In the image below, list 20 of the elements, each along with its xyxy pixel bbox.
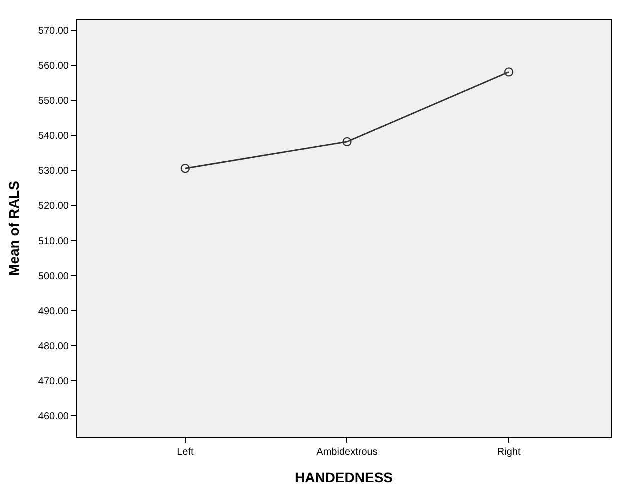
y-axis-title: Mean of RALS (6, 181, 22, 276)
y-tick-label: 560.00 (38, 61, 70, 72)
point (504, 68, 514, 77)
x-axis-title: HANDEDNESS (294, 469, 394, 486)
point (180, 164, 190, 174)
y-tick-label: 550.00 (38, 96, 70, 108)
y-tick-label: 470.00 (38, 376, 70, 388)
y-tick-label: 490.00 (38, 306, 70, 318)
x-tick-label: Left (177, 447, 194, 458)
y-tick-label: 500.00 (38, 271, 70, 282)
y-tick-label: 510.00 (38, 236, 70, 248)
y-tick-label: 480.00 (38, 341, 70, 352)
x-tick-label: Ambidextrous (316, 447, 378, 458)
x-tick-label: Right (497, 447, 521, 458)
y-tick-label: 460.00 (38, 411, 70, 422)
y-tick-label: 570.00 (38, 26, 70, 38)
y-tick-label: 520.00 (38, 201, 70, 212)
point (342, 137, 352, 147)
y-tick-label: 530.00 (38, 166, 70, 178)
y-tick-label: 540.00 (38, 131, 70, 142)
